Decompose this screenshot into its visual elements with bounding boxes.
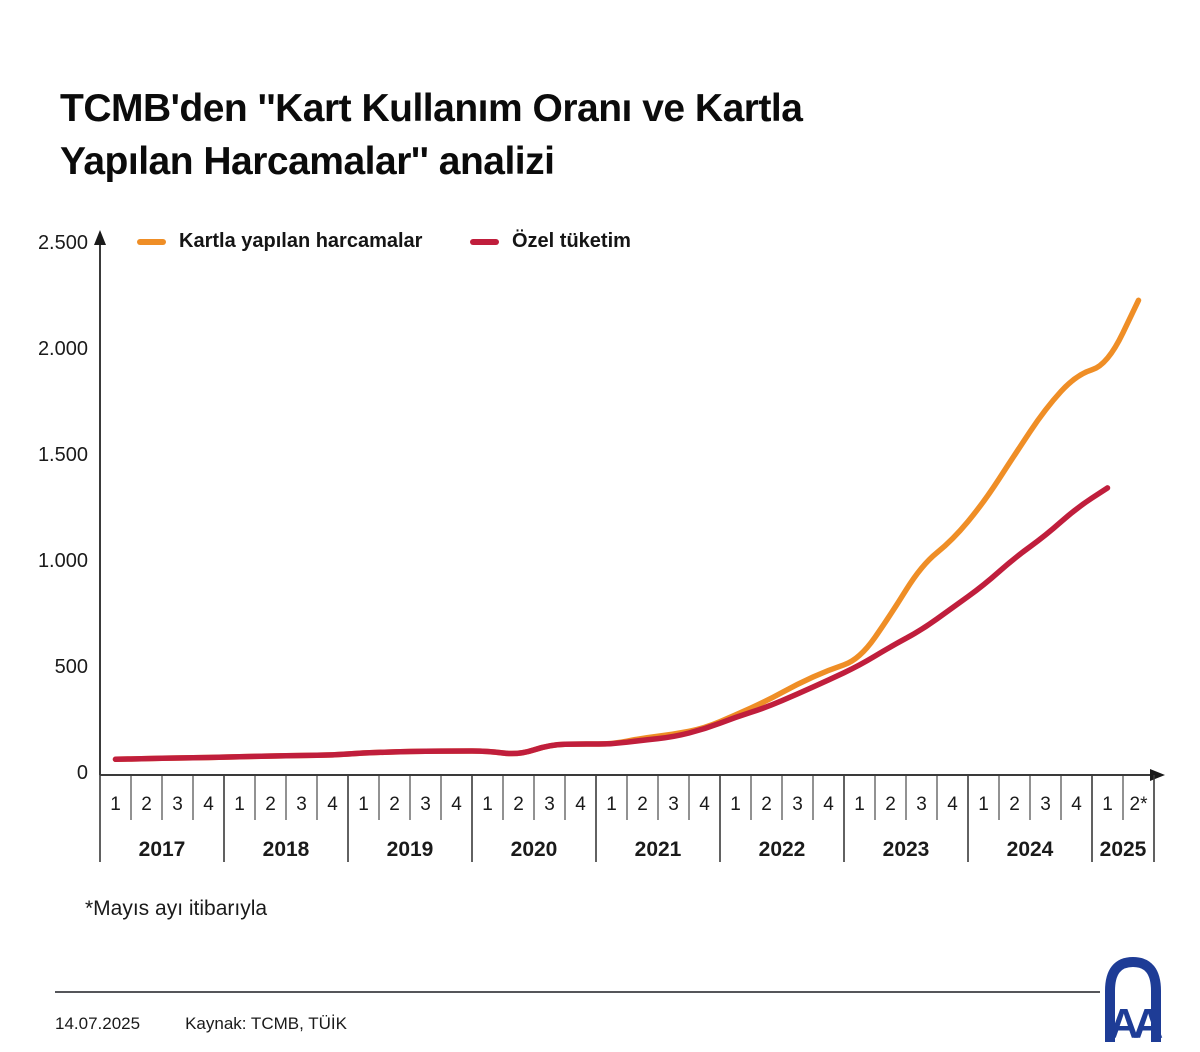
- svg-text:1.500: 1.500: [38, 444, 88, 466]
- chart-footnote: *Mayıs ayı itibarıyla: [85, 897, 268, 920]
- footer-date: 14.07.2025: [55, 1014, 141, 1033]
- aa-logo-icon: AA: [1105, 956, 1164, 1044]
- title-line-2: Yapılan Harcamalar'' analizi: [60, 140, 555, 184]
- svg-text:3: 3: [420, 794, 431, 815]
- svg-text:1: 1: [358, 794, 369, 815]
- svg-text:2: 2: [1009, 794, 1020, 815]
- svg-text:2021: 2021: [635, 838, 682, 861]
- svg-text:3: 3: [916, 794, 927, 815]
- aa-logo: AA: [1100, 950, 1166, 1046]
- svg-text:1: 1: [606, 794, 617, 815]
- svg-text:4: 4: [451, 794, 462, 815]
- svg-text:3: 3: [544, 794, 555, 815]
- svg-text:0: 0: [77, 762, 88, 784]
- svg-text:1: 1: [482, 794, 493, 815]
- svg-text:2022: 2022: [759, 838, 806, 861]
- svg-text:AA: AA: [1109, 1000, 1163, 1044]
- svg-text:4: 4: [327, 794, 338, 815]
- svg-text:4: 4: [947, 794, 958, 815]
- svg-text:2*: 2*: [1130, 794, 1149, 815]
- legend-label-ozel-tuketim: Özel tüketim: [512, 230, 631, 252]
- svg-text:1: 1: [234, 794, 245, 815]
- svg-text:1: 1: [854, 794, 865, 815]
- svg-text:4: 4: [1071, 794, 1082, 815]
- svg-text:500: 500: [55, 656, 88, 678]
- legend-swatch-red: [470, 238, 499, 245]
- svg-text:2.000: 2.000: [38, 338, 88, 360]
- svg-text:1: 1: [978, 794, 989, 815]
- svg-text:2: 2: [637, 794, 648, 815]
- svg-text:1: 1: [730, 794, 741, 815]
- svg-text:4: 4: [203, 794, 214, 815]
- legend-label-kartla: Kartla yapılan harcamalar: [179, 230, 423, 252]
- svg-text:3: 3: [296, 794, 307, 815]
- page-title: TCMB'den ''Kart Kullanım Oranı ve Kartla…: [60, 82, 1060, 188]
- svg-text:2024: 2024: [1007, 838, 1054, 861]
- legend-item-kartla: Kartla yapılan harcamalar: [137, 230, 422, 253]
- svg-text:2020: 2020: [511, 838, 558, 861]
- svg-text:2: 2: [885, 794, 896, 815]
- svg-text:3: 3: [668, 794, 679, 815]
- svg-text:2025: 2025: [1100, 838, 1147, 861]
- svg-text:4: 4: [699, 794, 710, 815]
- svg-text:4: 4: [575, 794, 586, 815]
- footer-divider: [55, 991, 1147, 993]
- svg-text:2017: 2017: [139, 838, 186, 861]
- svg-text:2: 2: [141, 794, 152, 815]
- svg-text:1.000: 1.000: [38, 550, 88, 572]
- svg-text:2: 2: [389, 794, 400, 815]
- svg-text:2.500: 2.500: [38, 232, 88, 254]
- legend-item-ozel-tuketim: Özel tüketim: [470, 230, 631, 253]
- legend-swatch-orange: [137, 238, 166, 245]
- footer: 14.07.2025 Kaynak: TCMB, TÜİK: [55, 1014, 347, 1034]
- svg-text:2019: 2019: [387, 838, 434, 861]
- svg-text:3: 3: [172, 794, 183, 815]
- svg-text:2018: 2018: [263, 838, 310, 861]
- svg-text:2: 2: [513, 794, 524, 815]
- svg-text:1: 1: [110, 794, 121, 815]
- svg-text:4: 4: [823, 794, 834, 815]
- svg-text:3: 3: [1040, 794, 1051, 815]
- svg-text:2: 2: [265, 794, 276, 815]
- title-line-1: TCMB'den ''Kart Kullanım Oranı ve Kartla: [60, 87, 803, 131]
- svg-text:2023: 2023: [883, 838, 930, 861]
- footer-source: Kaynak: TCMB, TÜİK: [185, 1014, 347, 1033]
- svg-text:1: 1: [1102, 794, 1113, 815]
- svg-text:3: 3: [792, 794, 803, 815]
- svg-text:2: 2: [761, 794, 772, 815]
